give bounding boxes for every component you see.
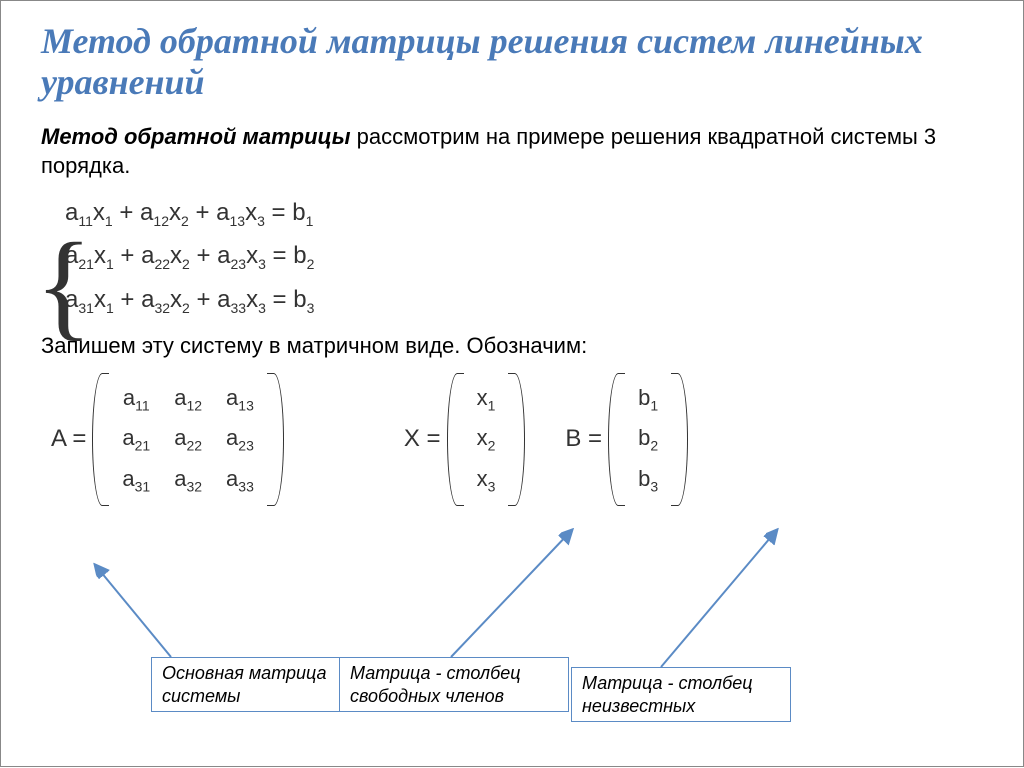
label-box-main-matrix: Основная матрица системы: [151, 657, 341, 712]
equation-row-1: a11x1 + a12x2 + a13x3 = b1: [65, 191, 983, 234]
intro-text: Метод обратной матрицы рассмотрим на при…: [41, 122, 983, 181]
matrix-b-label: B =: [565, 425, 602, 453]
matrix-a-label: A =: [51, 425, 86, 453]
matrix-x: x1 x2 x3: [447, 373, 526, 506]
system-equations: { a11x1 + a12x2 + a13x3 = b1 a21x1 + a22…: [51, 191, 983, 321]
equation-row-2: a21x1 + a22x2 + a23x3 = b2: [65, 234, 983, 277]
paragraph-2: Запишем эту систему в матричном виде. Об…: [41, 333, 983, 359]
matrices-row: A = a11a12a13 a21a22a23 a31a32a33 X = x1…: [51, 373, 983, 506]
curly-brace-icon: {: [35, 177, 93, 393]
matrix-a: a11a12a13 a21a22a23 a31a32a33: [92, 373, 283, 506]
label-box-freeterms: Матрица - столбец свободных членов: [339, 657, 569, 712]
intro-bold: Метод обратной матрицы: [41, 124, 351, 149]
matrix-b-group: B = b1 b2 b3: [565, 373, 688, 506]
equation-row-3: a31x1 + a32x2 + a33x3 = b3: [65, 278, 983, 321]
slide-title: Метод обратной матрицы решения систем ли…: [41, 21, 983, 104]
matrix-x-label: X =: [404, 425, 441, 453]
matrix-b: b1 b2 b3: [608, 373, 688, 506]
slide-content: Метод обратной матрицы решения систем ли…: [1, 1, 1023, 766]
matrix-x-group: X = x1 x2 x3: [404, 373, 526, 506]
label-box-unknowns: Матрица - столбец неизвестных: [571, 667, 791, 722]
